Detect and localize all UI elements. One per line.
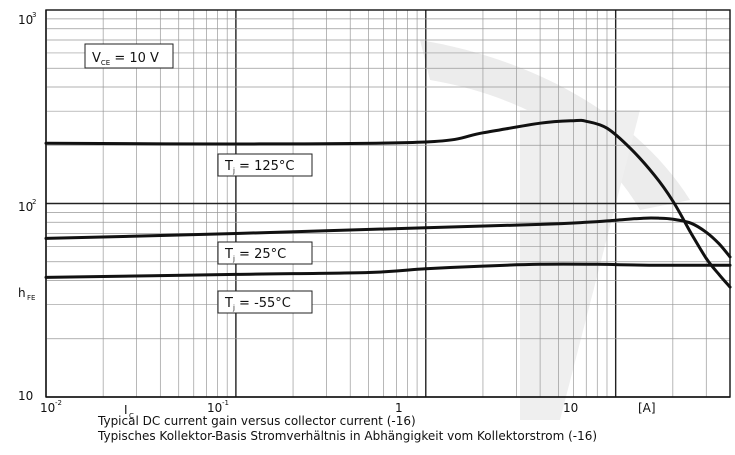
x-axis-unit: [A] [638, 401, 656, 415]
series-label-2-text: Tj = 25°C [224, 247, 286, 263]
x-tick-label-0.01-exponent: -2 [55, 399, 62, 407]
series-label-1: Tj = 125°C [217, 153, 313, 177]
vce-condition-label: VCE = 10 V [84, 43, 174, 69]
series-label-1-value: = 125°C [235, 159, 295, 174]
series-label-3-symbol: T [224, 296, 233, 311]
series-line-3 [44, 262, 732, 279]
y-axis-subscript: FE [27, 294, 35, 302]
y-tick-label-1000-base: 10 [18, 13, 33, 27]
y-tick-label-1000-exponent: 3 [32, 11, 36, 19]
plot-frame [45, 9, 731, 398]
y-tick-label-100-exponent: 2 [32, 198, 36, 206]
series-label-1-subscript: j [232, 167, 235, 175]
vce-condition-label-text: VCE = 10 V [92, 51, 159, 67]
curves [44, 118, 732, 289]
series-label-2-box [217, 241, 313, 265]
series-line-2 [44, 216, 732, 259]
labels: VCE = 10 VTj = 125°CTj = 25°CTj = -55°C1… [18, 11, 656, 420]
series-label-1-box [217, 153, 313, 177]
x-tick-label-0.1-exponent: -1 [222, 399, 229, 407]
series-label-3-subscript: j [232, 304, 235, 312]
x-axis-symbol: I [124, 403, 128, 417]
series-label-1-text: Tj = 125°C [224, 159, 294, 175]
series-label-1-symbol: T [224, 159, 233, 174]
grid [45, 10, 731, 398]
y-tick-label-10: 10 [18, 389, 33, 403]
vce-condition-label-subscript: CE [101, 59, 110, 67]
vce-condition-label-symbol: V [92, 51, 101, 66]
series-label-2-subscript: j [232, 255, 235, 263]
plot-border [45, 9, 731, 398]
series-label-3-value: = -55°C [235, 296, 291, 311]
x-tick-label-0.01-base: 10 [40, 401, 55, 415]
caption-german: Typisches Kollektor-Basis Stromverhältni… [98, 429, 598, 443]
series-label-3-text: Tj = -55°C [224, 296, 291, 312]
series-label-2: Tj = 25°C [217, 241, 313, 265]
y-axis-symbol: h [18, 286, 26, 300]
x-tick-label-10: 10 [563, 401, 578, 415]
x-tick-label-1: 1 [395, 401, 403, 415]
caption-english: Typical DC current gain versus collector… [98, 414, 416, 428]
series-label-3-box [217, 290, 313, 314]
x-axis-subscript: C [129, 412, 134, 420]
series-line-1 [44, 118, 732, 289]
series-label-2-symbol: T [224, 247, 233, 262]
watermark [420, 40, 690, 420]
y-tick-label-100-base: 10 [18, 200, 33, 214]
vce-condition-label-value: = 10 V [110, 51, 159, 66]
vce-condition-label-box [84, 43, 174, 69]
series-label-3: Tj = -55°C [217, 290, 313, 314]
x-tick-label-0.1-base: 10 [207, 401, 222, 415]
series-label-2-value: = 25°C [235, 247, 286, 262]
